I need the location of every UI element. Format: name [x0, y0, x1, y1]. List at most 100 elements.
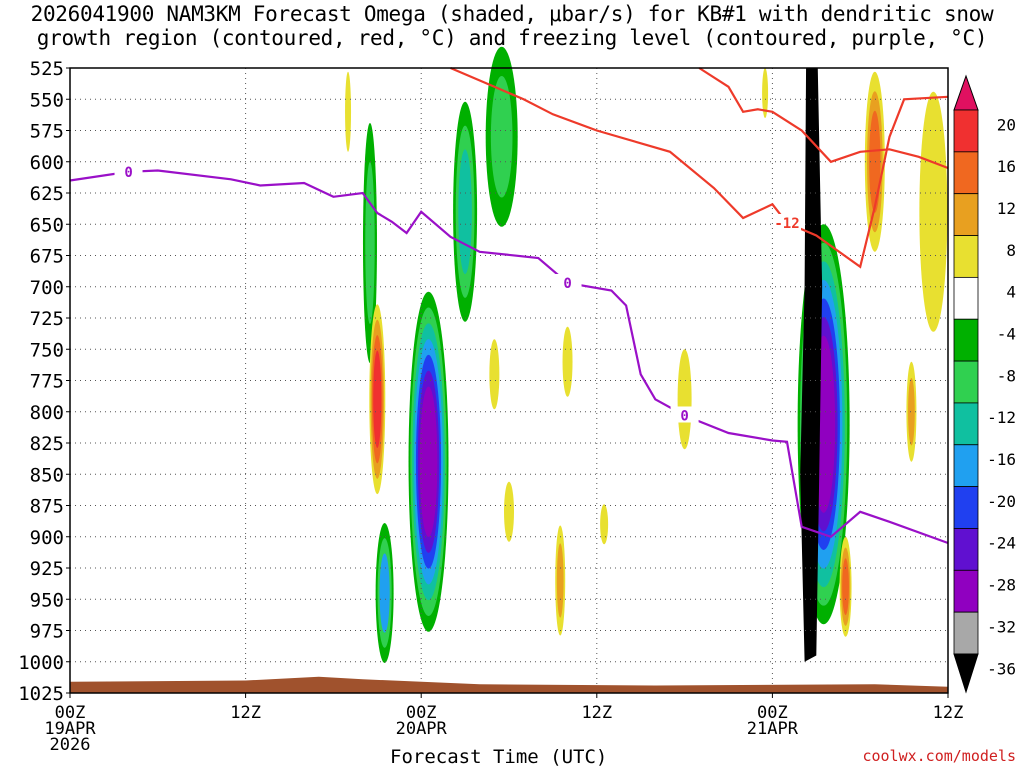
omega-cell-c: [373, 350, 382, 448]
colorbar-label: 8: [1006, 241, 1016, 260]
colorbar-bin: [953, 402, 979, 446]
colorbar-label: 12: [997, 199, 1016, 218]
colorbar-label: -8: [997, 366, 1016, 385]
grid: [70, 67, 948, 694]
contours: 0 0 0 -12: [69, 66, 949, 545]
colorbar-label: -16: [987, 450, 1016, 469]
colorbar-label: 4: [1006, 283, 1016, 302]
x-tick-label: 00Z: [757, 703, 788, 723]
colorbar-bin: [953, 109, 979, 153]
y-tick-label: 525: [30, 58, 64, 80]
positive-cell: [842, 558, 849, 616]
omega-shading: [345, 46, 948, 663]
y-tick-label: 775: [30, 371, 64, 393]
y-tick-label: 800: [30, 402, 64, 424]
colorbar-bin: [953, 611, 979, 655]
positive-cell: [869, 110, 881, 213]
positive-cell: [562, 326, 573, 397]
colorbar-label: 16: [997, 157, 1016, 176]
x-tick-label: 20APR: [396, 719, 448, 739]
colorbar-bin: [953, 318, 979, 362]
contour-line: [69, 169, 949, 545]
contour-label-bg: [670, 406, 699, 423]
y-tick-label: 975: [30, 621, 64, 643]
colorbar-bin: [953, 193, 979, 236]
colorbar-label: -20: [987, 492, 1016, 511]
positive-cell: [762, 68, 769, 118]
x-tick-label: 12Z: [933, 703, 964, 723]
omega-cell-left: [365, 162, 375, 324]
contour-label: -12: [774, 216, 799, 232]
positive-cell: [600, 504, 609, 545]
x-tick-label: 19APR: [44, 719, 96, 739]
colorbar-bin: [953, 444, 979, 488]
colorbar-bin: [953, 276, 979, 320]
omega-cell-low: [379, 553, 390, 633]
x-tick-label: 00Z: [55, 703, 86, 723]
positive-cell: [677, 349, 692, 450]
contour-label: 0: [124, 165, 132, 181]
x-tick-label: 2026: [50, 735, 91, 755]
y-tick-label: 675: [30, 246, 64, 268]
x-tick-label: 00Z: [406, 703, 437, 723]
colorbar-label: -32: [987, 617, 1016, 636]
contour-label-bg: [114, 162, 143, 179]
contour-line: [450, 66, 949, 269]
y-tick-label: 950: [30, 589, 64, 611]
x-axis-title: Forecast Time (UTC): [390, 746, 608, 768]
chart-title: 2026041900 NAM3KM Forecast Omega (shaded…: [30, 2, 994, 50]
colorbar-label: -4: [997, 325, 1016, 344]
colorbar-label: -36: [987, 659, 1016, 678]
contour-label-bg: [553, 274, 582, 290]
colorbar-label: 20: [997, 115, 1016, 134]
terrain-fill: [70, 676, 948, 693]
positive-cell: [919, 91, 948, 332]
contour-line: [698, 67, 949, 170]
colorbar-bin: [953, 360, 979, 404]
colorbar-top-arrow: [953, 74, 979, 111]
contour-label: 0: [680, 409, 688, 425]
y-tick-label: 875: [30, 496, 64, 518]
y-tick-label: 650: [30, 214, 64, 236]
contour-label: 0: [563, 276, 571, 292]
positive-cell: [345, 71, 352, 152]
y-tick-label: 550: [30, 89, 64, 111]
omega-core-black: [800, 68, 823, 662]
terrain: [70, 676, 948, 693]
colorbar: 20 16 12 8 4 -4 -8 -12 -16 -20 -24 -28 -32 -36: [953, 74, 1016, 694]
colorbar-label: -28: [987, 576, 1016, 595]
y-tick-label: 725: [30, 308, 64, 330]
x-tick-label: 21APR: [747, 719, 799, 739]
y-tick-label: 825: [30, 433, 64, 455]
positive-cell: [504, 481, 514, 542]
y-tick-label: 925: [30, 558, 64, 580]
credit-text: coolwx.com/models: [862, 747, 1016, 765]
colorbar-bin: [953, 151, 979, 195]
colorbar-label: -24: [987, 534, 1016, 553]
positive-cell: [908, 378, 915, 446]
colorbar-bin: [953, 569, 979, 613]
colorbar-bin: [953, 528, 979, 571]
omega-cell-a: [419, 386, 438, 538]
y-tick-label: 750: [30, 339, 64, 361]
y-tick-label: 1025: [18, 683, 64, 705]
positive-cell: [556, 543, 564, 618]
y-tick-label: 575: [30, 121, 64, 143]
y-tick-label: 700: [30, 277, 64, 299]
y-tick-label: 625: [30, 183, 64, 205]
omega-cell-a-top: [490, 76, 513, 198]
y-tick-label: 600: [30, 152, 64, 174]
y-tick-label: 1000: [18, 652, 64, 674]
positive-cell: [489, 339, 500, 410]
colorbar-bottom-arrow: [953, 653, 979, 694]
y-axis: 525 550 575 600 625 650 675 700 725 750 775 800 825 8…: [18, 58, 70, 705]
y-tick-label: 850: [30, 464, 64, 486]
x-tick-label: 12Z: [230, 703, 261, 723]
colorbar-bin: [953, 235, 979, 278]
colorbar-bin: [953, 486, 979, 529]
colorbar-label: -12: [987, 408, 1016, 427]
contour-label-bg: [773, 214, 802, 230]
x-tick-label: 12Z: [581, 703, 612, 723]
